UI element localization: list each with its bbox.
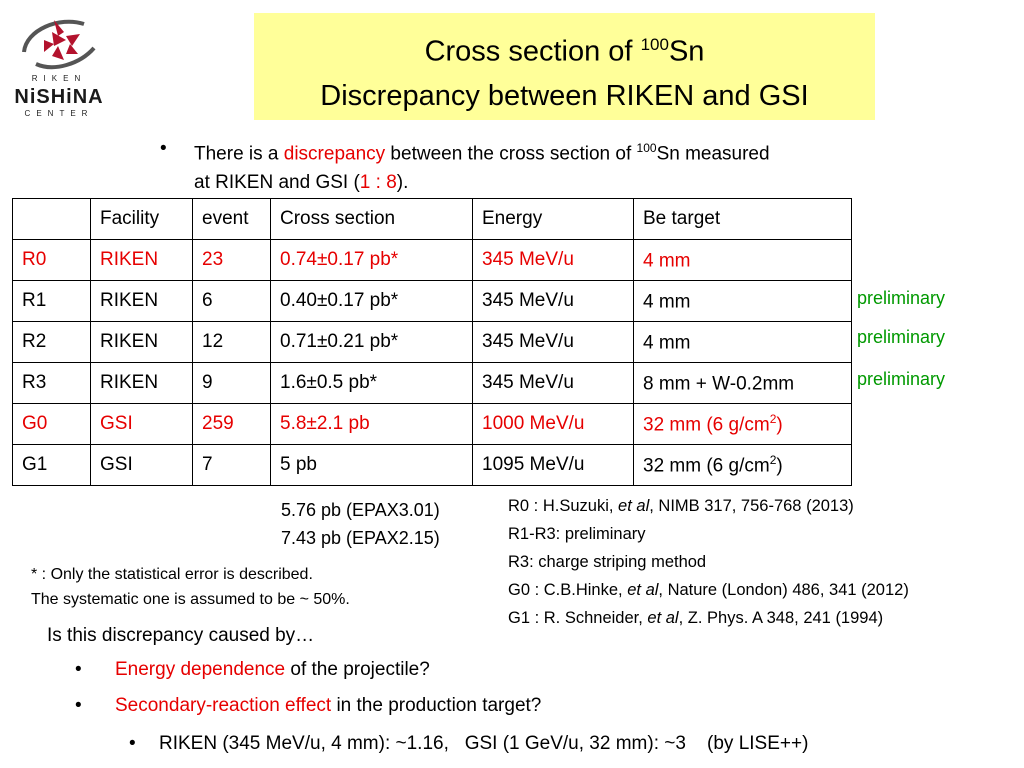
table-cell: R1	[12, 280, 91, 322]
epax-line: 7.43 pb (EPAX2.15)	[281, 528, 440, 548]
question-text: Is this discrepancy caused by…	[47, 625, 315, 646]
reference-r3: R3: charge striping method	[508, 553, 707, 571]
footnote-line: The systematic one is assumed to be ~ 50…	[31, 591, 350, 608]
table-cell: 345 MeV/u	[472, 280, 634, 322]
table-cell: 345 MeV/u	[472, 321, 634, 363]
table-row: R1 RIKEN 6 0.40±0.17 pb* 345 MeV/u 4 mm	[12, 280, 852, 322]
table-cell: 5.8±2.1 pb	[270, 403, 473, 445]
table-row: R0 RIKEN 23 0.74±0.17 pb* 345 MeV/u 4 mm	[12, 239, 852, 281]
preliminary-label: preliminary	[857, 369, 946, 389]
table-cell: 0.74±0.17 pb*	[270, 239, 473, 281]
logo-mark-icon	[22, 19, 96, 70]
table-cell: 1.6±0.5 pb*	[270, 362, 473, 404]
cross-section-table: Facility event Cross section Energy Be t…	[12, 198, 852, 486]
table-row: G0 GSI 259 5.8±2.1 pb 1000 MeV/u 32 mm (…	[12, 403, 852, 445]
table-cell: R2	[12, 321, 91, 363]
table-cell: 4 mm	[633, 239, 852, 281]
bullet-icon: •	[75, 659, 82, 680]
error-footnote: * : Only the statistical error is descri…	[31, 562, 350, 612]
epax-values: 5.76 pb (EPAX3.01) 7.43 pb (EPAX2.15)	[281, 496, 440, 552]
table-header: Cross section	[270, 198, 473, 240]
epax-line: 5.76 pb (EPAX3.01)	[281, 500, 440, 520]
table-header	[12, 198, 91, 240]
table-cell: 23	[192, 239, 271, 281]
table-cell: 0.71±0.21 pb*	[270, 321, 473, 363]
reference-g0: G0 : C.B.Hinke, et al, Nature (London) 4…	[508, 581, 909, 599]
bullet-energy-dependence: • Energy dependence of the projectile?	[75, 659, 430, 680]
table-row: R3 RIKEN 9 1.6±0.5 pb* 345 MeV/u 8 mm + …	[12, 362, 852, 404]
table-cell: RIKEN	[90, 280, 193, 322]
intro-text: There is a discrepancy between the cross…	[194, 141, 770, 194]
preliminary-label: preliminary	[857, 288, 946, 308]
preliminary-label: preliminary	[857, 327, 946, 347]
reference-r0: R0 : H.Suzuki, et al, NIMB 317, 756-768 …	[508, 497, 854, 515]
table-header: Facility	[90, 198, 193, 240]
table-cell: 6	[192, 280, 271, 322]
table-cell: 0.40±0.17 pb*	[270, 280, 473, 322]
bullet-icon: •	[75, 695, 82, 716]
table-row: G1 GSI 7 5 pb 1095 MeV/u 32 mm (6 g/cm2)	[12, 444, 852, 486]
table-header-row: Facility event Cross section Energy Be t…	[12, 198, 852, 240]
table-cell: 32 mm (6 g/cm2)	[633, 403, 852, 445]
title-line-1: Cross section of 100Sn	[424, 35, 705, 68]
table-cell: R3	[12, 362, 91, 404]
logo-riken-text: RIKEN	[31, 74, 87, 83]
table-cell: 259	[192, 403, 271, 445]
table-row: R2 RIKEN 12 0.71±0.21 pb* 345 MeV/u 4 mm	[12, 321, 852, 363]
table-cell: RIKEN	[90, 239, 193, 281]
table-cell: R0	[12, 239, 91, 281]
reference-g1: G1 : R. Schneider, et al, Z. Phys. A 348…	[508, 609, 884, 627]
table-cell: GSI	[90, 444, 193, 486]
table-cell: 345 MeV/u	[472, 239, 634, 281]
footnote-line: * : Only the statistical error is descri…	[31, 566, 313, 583]
table-header: Be target	[633, 198, 852, 240]
table-header: Energy	[472, 198, 634, 240]
title-line-2: Discrepancy between RIKEN and GSI	[320, 79, 809, 112]
table-cell: 9	[192, 362, 271, 404]
table-cell: 4 mm	[633, 321, 852, 363]
table-cell: 5 pb	[270, 444, 473, 486]
logo-center-text: CENTER	[24, 109, 94, 118]
bullet-secondary-reaction: • Secondary-reaction effect in the produ…	[75, 695, 542, 716]
sub-bullet-lise: • RIKEN (345 MeV/u, 4 mm): ~1.16, GSI (1…	[129, 733, 809, 754]
intro-bullet: • There is a discrepancy between the cro…	[160, 134, 900, 197]
bullet-icon: •	[129, 733, 136, 754]
table-cell: 1000 MeV/u	[472, 403, 634, 445]
bullet-icon: •	[160, 138, 167, 159]
table-cell: G1	[12, 444, 91, 486]
table-cell: 7	[192, 444, 271, 486]
table-header: event	[192, 198, 271, 240]
table-cell: RIKEN	[90, 362, 193, 404]
table-cell: 8 mm + W-0.2mm	[633, 362, 852, 404]
references: R0 : H.Suzuki, et al, NIMB 317, 756-768 …	[508, 492, 909, 632]
slide-title: Cross section of 100Sn Discrepancy betwe…	[254, 13, 875, 120]
table-cell: 12	[192, 321, 271, 363]
table-cell: 1095 MeV/u	[472, 444, 634, 486]
table-cell: 4 mm	[633, 280, 852, 322]
table-cell: RIKEN	[90, 321, 193, 363]
table-cell: GSI	[90, 403, 193, 445]
reference-r1-r3: R1-R3: preliminary	[508, 525, 646, 543]
table-cell: 345 MeV/u	[472, 362, 634, 404]
logo-name-text: NiSHiNA	[14, 86, 104, 108]
table-cell: G0	[12, 403, 91, 445]
table-cell: 32 mm (6 g/cm2)	[633, 444, 852, 486]
riken-nishina-logo: RIKEN NiSHiNA CENTER	[14, 10, 104, 118]
